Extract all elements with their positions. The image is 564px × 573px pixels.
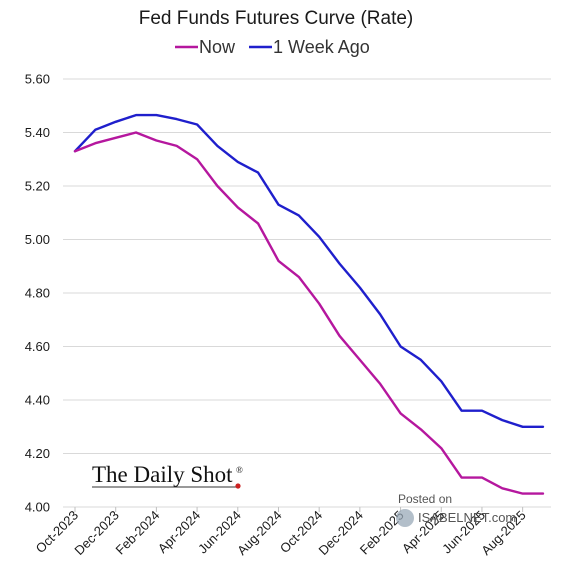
series-line-now — [73, 131, 545, 495]
y-tick-label: 4.60 — [25, 339, 50, 354]
y-tick-label: 5.60 — [25, 72, 50, 87]
chart-title: Fed Funds Futures Curve (Rate) — [139, 8, 414, 29]
y-tick-label: 5.40 — [25, 125, 50, 140]
gridlines — [63, 78, 551, 508]
legend-label-1-week-ago: 1 Week Ago — [273, 37, 370, 57]
isabelnet-site-text: ISABELNET.com — [418, 510, 516, 525]
daily-shot-logo: The Daily Shot ® — [92, 462, 243, 489]
y-tick-label: 5.20 — [25, 179, 50, 194]
y-tick-label: 4.00 — [25, 500, 50, 515]
y-tick-label: 5.00 — [25, 232, 50, 247]
x-tick-label: Dec-2023 — [71, 508, 121, 558]
series-lines — [73, 113, 545, 495]
legend-label-now: Now — [199, 37, 236, 57]
isabelnet-watermark: Posted on ISABELNET.com — [396, 492, 516, 527]
x-tick-label: Apr-2024 — [155, 508, 203, 556]
y-tick-label: 4.20 — [25, 446, 50, 461]
daily-shot-brand: The Daily Shot — [92, 462, 233, 487]
x-tick-label: Dec-2024 — [316, 508, 366, 558]
isabelnet-globe-icon — [396, 509, 414, 527]
y-tick-label: 4.40 — [25, 393, 50, 408]
registered-mark: ® — [236, 465, 243, 475]
x-tick-label: Feb-2024 — [113, 508, 163, 558]
y-tick-label: 4.80 — [25, 286, 50, 301]
brand-red-dot — [235, 483, 241, 489]
legend: Now 1 Week Ago — [175, 37, 370, 57]
posted-on-text: Posted on — [398, 492, 452, 506]
y-axis-ticks: 4.00 4.20 4.40 4.60 4.80 5.00 5.20 5.40 5.60 — [25, 72, 50, 515]
series-line-1-week-ago — [73, 113, 545, 428]
x-tick-label: Aug-2024 — [234, 508, 284, 558]
